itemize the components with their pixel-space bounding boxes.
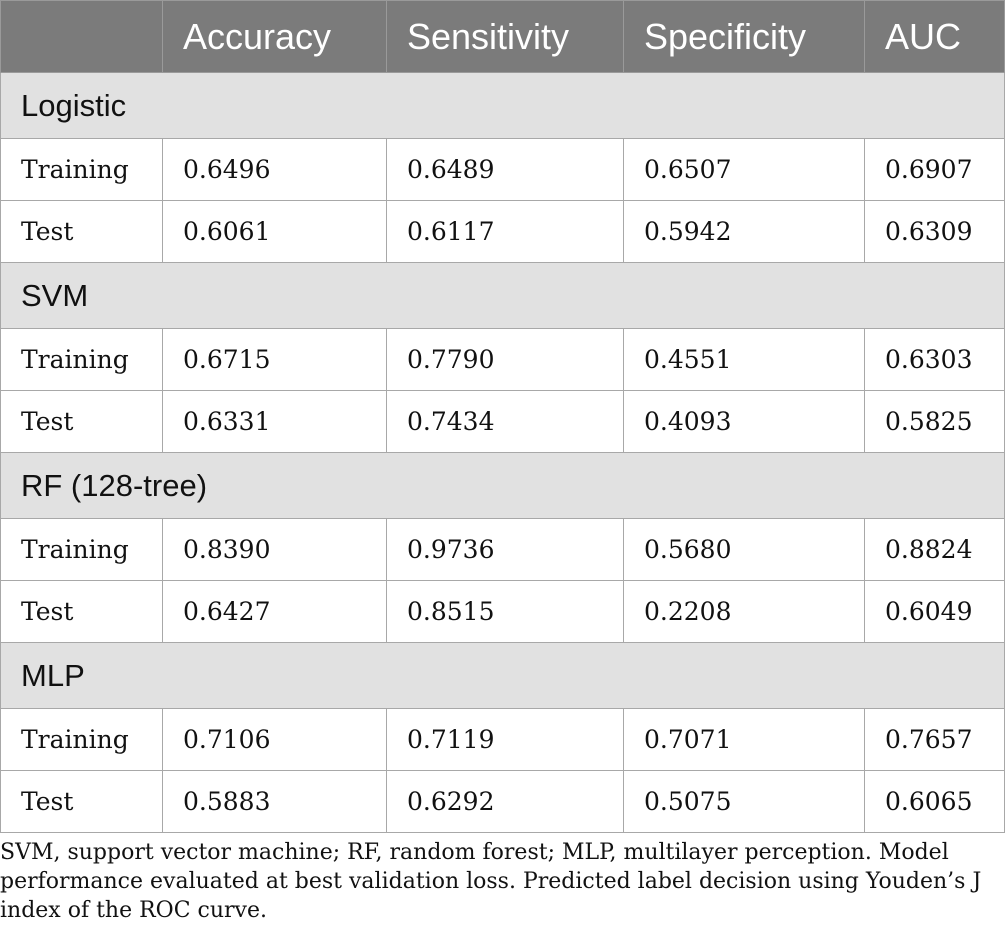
specificity-cell: 0.5075	[623, 770, 865, 833]
table-footnote: SVM, support vector machine; RF, random …	[0, 840, 982, 923]
sensitivity-cell: 0.7119	[386, 708, 624, 771]
specificity-cell: 0.6507	[623, 138, 865, 201]
row-label: Training	[0, 518, 163, 581]
specificity-cell: 0.4551	[623, 328, 865, 391]
sensitivity-cell: 0.8515	[386, 580, 624, 643]
accuracy-cell: 0.8390	[162, 518, 387, 581]
table-row: Test 0.6061 0.6117 0.5942 0.6309	[0, 200, 1005, 263]
table-row: Training 0.6715 0.7790 0.4551 0.6303	[0, 328, 1005, 391]
results-table: Accuracy Sensitivity Specificity AUC Log…	[0, 0, 1005, 833]
sensitivity-cell: 0.7434	[386, 390, 624, 453]
header-cell-auc: AUC	[864, 0, 1005, 73]
accuracy-cell: 0.7106	[162, 708, 387, 771]
accuracy-cell: 0.5883	[162, 770, 387, 833]
auc-cell: 0.5825	[864, 390, 1005, 453]
group-label: Logistic	[0, 72, 1005, 139]
auc-cell: 0.6309	[864, 200, 1005, 263]
specificity-cell: 0.7071	[623, 708, 865, 771]
specificity-cell: 0.4093	[623, 390, 865, 453]
group-row-mlp: MLP	[0, 642, 1005, 709]
auc-cell: 0.6049	[864, 580, 1005, 643]
row-label: Training	[0, 138, 163, 201]
header-cell-specificity: Specificity	[623, 0, 865, 73]
table-row: Test 0.6427 0.8515 0.2208 0.6049	[0, 580, 1005, 643]
group-label: MLP	[0, 642, 1005, 709]
specificity-cell: 0.2208	[623, 580, 865, 643]
header-row: Accuracy Sensitivity Specificity AUC	[0, 0, 1005, 73]
header-cell-empty	[0, 0, 163, 73]
group-label: RF (128-tree)	[0, 452, 1005, 519]
accuracy-cell: 0.6715	[162, 328, 387, 391]
table-row: Test 0.5883 0.6292 0.5075 0.6065	[0, 770, 1005, 833]
accuracy-cell: 0.6427	[162, 580, 387, 643]
table-row: Training 0.7106 0.7119 0.7071 0.7657	[0, 708, 1005, 771]
group-row-rf: RF (128-tree)	[0, 452, 1005, 519]
auc-cell: 0.7657	[864, 708, 1005, 771]
row-label: Test	[0, 200, 163, 263]
row-label: Test	[0, 770, 163, 833]
table-body: Logistic Training 0.6496 0.6489 0.6507 0…	[0, 72, 1005, 833]
specificity-cell: 0.5680	[623, 518, 865, 581]
table-row: Training 0.6496 0.6489 0.6507 0.6907	[0, 138, 1005, 201]
group-label: SVM	[0, 262, 1005, 329]
table-row: Training 0.8390 0.9736 0.5680 0.8824	[0, 518, 1005, 581]
sensitivity-cell: 0.6489	[386, 138, 624, 201]
accuracy-cell: 0.6061	[162, 200, 387, 263]
sensitivity-cell: 0.6117	[386, 200, 624, 263]
header-cell-sensitivity: Sensitivity	[386, 0, 624, 73]
header-cell-accuracy: Accuracy	[162, 0, 387, 73]
row-label: Training	[0, 708, 163, 771]
accuracy-cell: 0.6496	[162, 138, 387, 201]
sensitivity-cell: 0.9736	[386, 518, 624, 581]
row-label: Test	[0, 580, 163, 643]
group-row-logistic: Logistic	[0, 72, 1005, 139]
auc-cell: 0.8824	[864, 518, 1005, 581]
auc-cell: 0.6303	[864, 328, 1005, 391]
sensitivity-cell: 0.6292	[386, 770, 624, 833]
specificity-cell: 0.5942	[623, 200, 865, 263]
auc-cell: 0.6065	[864, 770, 1005, 833]
sensitivity-cell: 0.7790	[386, 328, 624, 391]
accuracy-cell: 0.6331	[162, 390, 387, 453]
group-row-svm: SVM	[0, 262, 1005, 329]
auc-cell: 0.6907	[864, 138, 1005, 201]
table-header: Accuracy Sensitivity Specificity AUC	[0, 0, 1005, 73]
row-label: Test	[0, 390, 163, 453]
row-label: Training	[0, 328, 163, 391]
table-row: Test 0.6331 0.7434 0.4093 0.5825	[0, 390, 1005, 453]
